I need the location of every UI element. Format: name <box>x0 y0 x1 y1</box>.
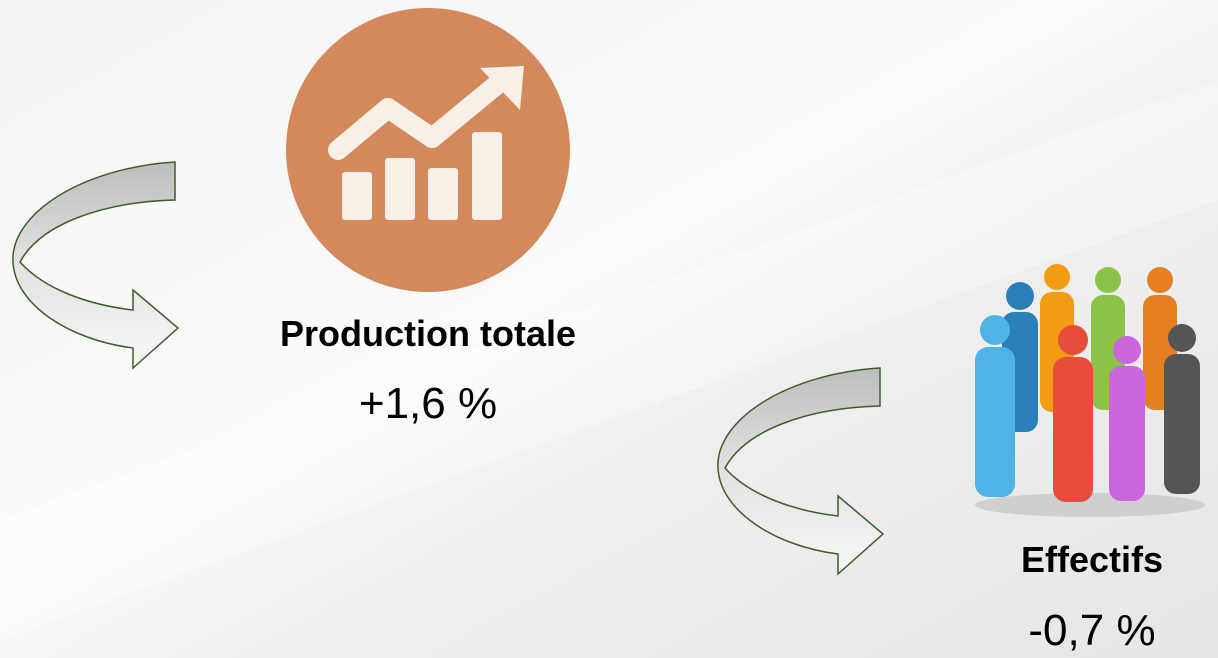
item-label: Effectifs <box>1021 539 1163 580</box>
slide: Production totale +1,6 % Effectifs -0,7 … <box>0 0 1218 658</box>
item-value: +1,6 % <box>359 379 497 428</box>
page: Production totale +1,6 % Effectifs -0,7 … <box>0 0 1218 658</box>
item-value: -0,7 % <box>1028 606 1155 655</box>
production-icon <box>286 8 570 292</box>
item-label: Production totale <box>280 313 576 354</box>
